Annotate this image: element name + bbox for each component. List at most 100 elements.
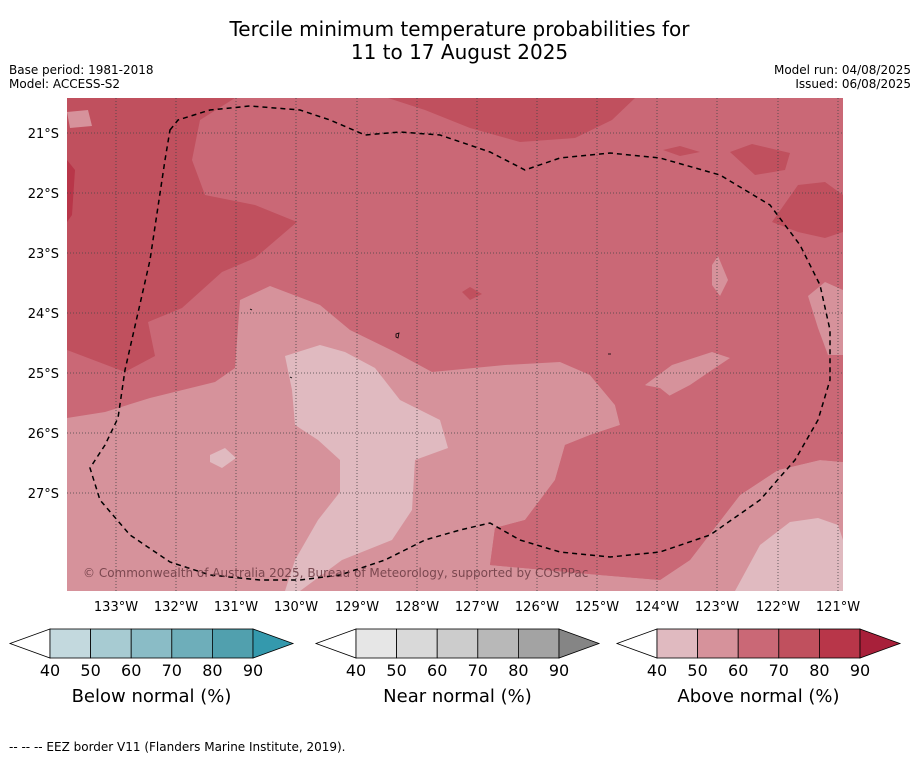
colorbar-over-triangle <box>558 628 601 659</box>
colorbar-segment <box>171 628 213 659</box>
colorbar-title: Near normal (%) <box>383 686 532 707</box>
colorbar-tick-label: 80 <box>809 661 829 680</box>
colorbar-legends: 40 50 60 70 80 90 Below normal (%) 40 50 60 70 80 90… <box>8 628 902 707</box>
colorbar-under-triangle <box>8 628 51 659</box>
model-run-date: Model run: 04/08/2025 <box>773 63 911 77</box>
colorbar-tick-label: 50 <box>386 661 406 680</box>
copyright-text: © Commonwealth of Australia 2025, Bureau… <box>83 566 588 580</box>
field-50-60-sw <box>67 286 843 591</box>
colorbar-tick-label: 90 <box>549 661 569 680</box>
colorbar-tick-label: 90 <box>243 661 263 680</box>
field-70-80-north <box>388 98 635 142</box>
field-40-50-se <box>735 518 843 591</box>
field-40-50-center <box>285 345 448 591</box>
colorbar-tick-label: 80 <box>202 661 222 680</box>
map-title: Tercile minimum temperature probabilitie… <box>0 18 919 64</box>
colorbar-above: 40 50 60 70 80 90 Above normal (%) <box>615 628 902 707</box>
graticule <box>67 98 843 591</box>
field-50-60-east-3 <box>712 256 728 296</box>
lon-label: 126°W <box>515 600 559 615</box>
lat-label: 22°S <box>28 187 59 202</box>
lon-label: 130°W <box>274 600 318 615</box>
longitude-labels: 133°W 132°W 131°W 130°W 129°W 128°W 127°… <box>94 600 860 615</box>
colorbar-title: Above normal (%) <box>677 686 839 707</box>
lat-label: 25°S <box>28 367 59 382</box>
lon-label: 122°W <box>756 600 800 615</box>
colorbar-tick-label: 90 <box>850 661 870 680</box>
field-50-60-east-2 <box>645 352 730 398</box>
colorbar-segment <box>355 628 397 659</box>
title-line-1: Tercile minimum temperature probabilitie… <box>229 17 690 41</box>
title-line-2: 11 to 17 August 2025 <box>350 40 569 64</box>
colorbar-segment <box>518 628 560 659</box>
lon-label: 123°W <box>695 600 739 615</box>
colorbar-segment <box>737 628 780 659</box>
lat-label: 27°S <box>28 487 59 502</box>
colorbar-tick-label: 80 <box>508 661 528 680</box>
lon-label: 128°W <box>395 600 439 615</box>
issued-date: Issued: 06/08/2025 <box>795 77 911 91</box>
field-80-90-nw <box>67 160 75 222</box>
field-50-60-east-1 <box>808 282 843 355</box>
colorbar-under-triangle <box>314 628 357 659</box>
colorbar-over-triangle <box>252 628 295 659</box>
island-markers <box>249 308 611 379</box>
colorbar-under-triangle <box>615 628 658 659</box>
colorbar-segment <box>90 628 132 659</box>
colorbar-segment <box>436 628 479 659</box>
colorbar-tick-label: 70 <box>468 661 488 680</box>
base-info: Base period: 1981-2018 Model: ACCESS-S2 <box>9 63 154 91</box>
colorbar-segment <box>656 628 698 659</box>
colorbar-tick-label: 40 <box>346 661 366 680</box>
colorbar-title: Below normal (%) <box>72 686 232 707</box>
field-70-80-ne-3 <box>772 182 843 238</box>
field-40-50-wisp <box>210 448 236 468</box>
lon-label: 129°W <box>335 600 379 615</box>
colorbar-near: 40 50 60 70 80 90 Near normal (%) <box>314 628 601 707</box>
colorbar-segment <box>697 628 739 659</box>
lon-label: 121°W <box>816 600 860 615</box>
lon-label: 125°W <box>575 600 619 615</box>
field-70-80-nw <box>67 98 297 372</box>
run-info: Model run: 04/08/2025 Issued: 06/08/2025 <box>774 63 911 91</box>
colorbar-segment <box>778 628 820 659</box>
colorbar-tick-label: 70 <box>162 661 182 680</box>
colorbar-segment <box>396 628 438 659</box>
colorbar-tick-label: 70 <box>769 661 789 680</box>
lon-label: 124°W <box>635 600 679 615</box>
lon-label: 127°W <box>455 600 499 615</box>
lat-label: 23°S <box>28 247 59 262</box>
lat-label: 26°S <box>28 427 59 442</box>
field-70-80-spot <box>462 287 482 300</box>
latitude-labels: 21°S 22°S 23°S 24°S 25°S 26°S 27°S <box>28 127 59 502</box>
model-name: Model: ACCESS-S2 <box>9 77 121 91</box>
colorbar-segment <box>211 628 254 659</box>
colorbar-segment <box>130 628 173 659</box>
colorbar-segment <box>819 628 861 659</box>
eez-footnote: -- -- -- EEZ border V11 (Flanders Marine… <box>9 740 346 754</box>
colorbar-below: 40 50 60 70 80 90 Below normal (%) <box>8 628 295 707</box>
lon-label: 131°W <box>214 600 258 615</box>
colorbar-tick-label: 50 <box>687 661 707 680</box>
probability-field <box>67 98 843 591</box>
colorbar-segment <box>49 628 91 659</box>
colorbar-segment <box>477 628 519 659</box>
field-60-70-south <box>490 375 843 580</box>
colorbar-tick-label: 40 <box>40 661 60 680</box>
colorbar-over-triangle <box>859 628 902 659</box>
colorbar-tick-label: 60 <box>121 661 141 680</box>
field-70-80-ne-1 <box>730 144 790 175</box>
field-70-80-ne-2 <box>663 146 700 156</box>
colorbar-tick-label: 60 <box>427 661 447 680</box>
colorbar-tick-label: 50 <box>80 661 100 680</box>
base-period: Base period: 1981-2018 <box>9 63 154 77</box>
lat-label: 24°S <box>28 307 59 322</box>
field-50-60-nw-light <box>67 110 92 128</box>
lon-label: 132°W <box>154 600 198 615</box>
eez-border <box>89 105 831 581</box>
colorbar-tick-label: 60 <box>728 661 748 680</box>
lat-label: 21°S <box>28 127 59 142</box>
lon-label: 133°W <box>94 600 138 615</box>
colorbar-tick-label: 40 <box>647 661 667 680</box>
